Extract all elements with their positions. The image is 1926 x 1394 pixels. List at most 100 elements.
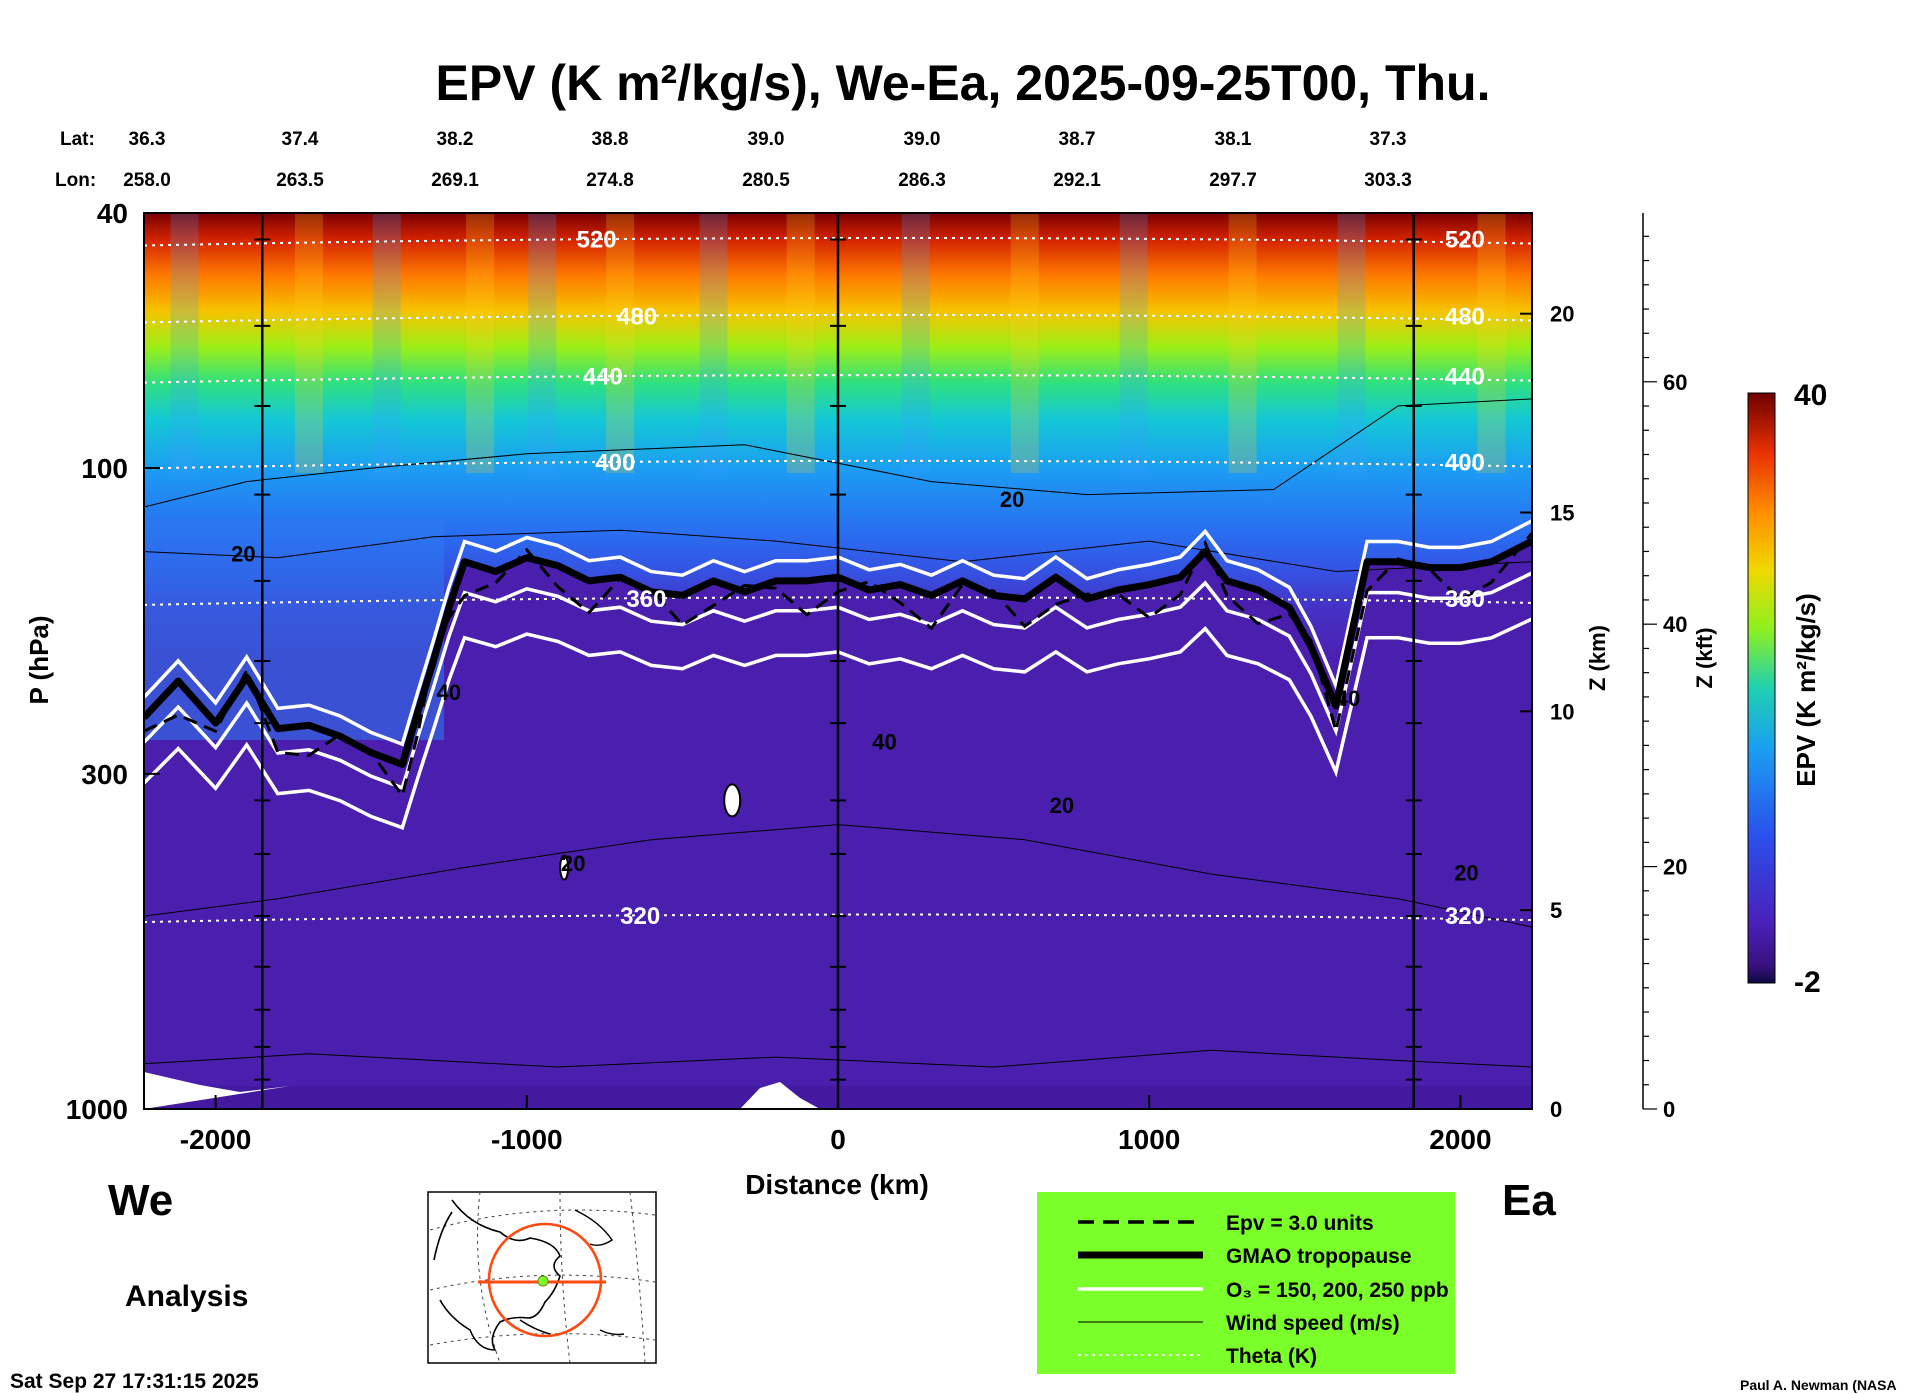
colorbar-min-label: -2: [1794, 966, 1821, 999]
theta-label: 360: [626, 586, 666, 613]
z-kft-axis: 0 20 40 60: [1642, 213, 1687, 1122]
x-axis-label: Distance (km): [745, 1169, 929, 1200]
lat-label: Lat:: [60, 129, 95, 150]
lon-value: 292.1: [1053, 170, 1101, 191]
analysis-label: Analysis: [125, 1280, 248, 1313]
epv-streak: [1119, 213, 1148, 473]
ozone-contour: [144, 519, 1532, 747]
epv-streak: [699, 213, 728, 473]
author-credit: Paul A. Newman (NASA: [1740, 1377, 1897, 1393]
lon-value: 303.3: [1364, 170, 1412, 191]
epv-streak: [170, 213, 199, 473]
wind-label: 20: [561, 851, 585, 876]
z-km-tick-label: 0: [1550, 1097, 1562, 1122]
lat-value: 38.8: [592, 129, 629, 150]
theta-label: 520: [577, 227, 617, 254]
theta-label-right: 400: [1445, 449, 1485, 476]
theta-label: 320: [620, 903, 660, 930]
wind-label: 20: [1454, 860, 1478, 885]
lon-value: 286.3: [898, 170, 946, 191]
x-tick-label: 0: [830, 1124, 846, 1155]
epv-streak: [1477, 213, 1506, 473]
z-kft-tick-label: 0: [1663, 1097, 1675, 1122]
colorbar: [1747, 392, 1776, 984]
y-tick-label: 300: [81, 759, 128, 790]
lon-value: 258.0: [123, 170, 171, 191]
legend-entry-tropopause: GMAO tropopause: [1226, 1245, 1412, 1268]
tropopause-line: [144, 537, 1532, 768]
epv-streak: [294, 213, 323, 473]
lat-value: 36.3: [129, 129, 166, 150]
wind-label: 20: [1000, 487, 1024, 512]
theta-label-right: 480: [1445, 303, 1485, 330]
z-kft-tick-label: 40: [1663, 612, 1687, 637]
z-kft-tick-label: 60: [1663, 370, 1687, 395]
lat-value: 39.0: [904, 129, 941, 150]
theta-labels: 520 520 480 480 440 440 400 400 360 360 320 320: [577, 227, 1485, 931]
locator-map: [427, 1191, 657, 1364]
legend-entry-ozone: O₃ = 150, 200, 250 ppb: [1226, 1279, 1449, 1302]
theta-label: 480: [617, 303, 657, 330]
ozone-contour: [144, 571, 1532, 791]
lat-value: 38.2: [437, 129, 474, 150]
vertical-reference-lines: [254, 213, 1422, 1109]
legend-entry-epv: Epv = 3.0 units: [1226, 1212, 1374, 1235]
z-km-axis-label: Z (km): [1585, 625, 1610, 691]
map-coastline-2: [574, 1209, 625, 1336]
z-km-tick-label: 5: [1550, 898, 1562, 923]
z-km-tick-label: 20: [1550, 302, 1574, 327]
lat-lon-labels: 36.3 37.4 38.2 38.8 39.0 39.0 38.7 38.1 37.3 258.…: [123, 129, 1412, 191]
terrain-mask: [740, 1082, 820, 1109]
wind-label: 40: [437, 680, 461, 705]
ozone-contours: [144, 519, 1532, 830]
wind-contour: [144, 529, 1532, 573]
theta-line: [144, 236, 1532, 247]
theta-label-right: 320: [1445, 903, 1485, 930]
map-center-marker: [537, 1275, 549, 1287]
map-range-circle: [487, 1222, 603, 1338]
lon-value: 263.5: [276, 170, 324, 191]
x-axis: -2000 -1000 0 1000 2000: [180, 1095, 1492, 1155]
epv-streak: [786, 213, 815, 473]
z-kft-tick-label: 20: [1663, 855, 1687, 880]
timestamp: Sat Sep 27 17:31:15 2025: [10, 1370, 259, 1393]
theta-line: [144, 374, 1532, 384]
epv-streak: [466, 213, 495, 473]
east-label: Ea: [1502, 1176, 1556, 1225]
theta-line: [144, 913, 1532, 924]
theta-label-right: 360: [1445, 586, 1485, 613]
lat-value: 37.4: [282, 129, 319, 150]
theta-label-right: 520: [1445, 227, 1485, 254]
y-tick-label: 100: [81, 453, 128, 484]
lon-value: 297.7: [1209, 170, 1257, 191]
chart-title: EPV (K m²/kg/s), We-Ea, 2025-09-25T00, T…: [436, 55, 1491, 111]
y-axis: 40 100 300 1000: [66, 198, 160, 1125]
lat-value: 38.7: [1059, 129, 1096, 150]
map-coastline: [433, 1199, 561, 1351]
tropopause-path: [144, 537, 1532, 768]
epv-anomaly-marker: [559, 854, 570, 881]
legend-entry-wind: Wind speed (m/s): [1226, 1312, 1400, 1335]
epv-streak: [528, 213, 557, 473]
wind-labels: 20 20 40 40 20 20 20 40: [231, 487, 1479, 886]
lat-value: 39.0: [748, 129, 785, 150]
z-km-axis: 0 5 10 15 20: [1520, 302, 1574, 1122]
plot-area: [144, 213, 1532, 1109]
z-km-tick-label: 10: [1550, 699, 1574, 724]
lat-value: 37.3: [1370, 129, 1407, 150]
theta-label-right: 440: [1445, 364, 1485, 391]
epv-streak: [1228, 213, 1257, 473]
z-km-tick-label: 15: [1550, 501, 1574, 526]
colorbar-label: EPV (K m²/kg/s): [1791, 593, 1821, 787]
epv-streak: [901, 213, 930, 473]
map-grid: [429, 1191, 656, 1364]
theta-line: [144, 596, 1532, 606]
z-kft-axis-label: Z (kft): [1692, 627, 1717, 688]
lon-value: 280.5: [742, 170, 790, 191]
x-tick-label: 2000: [1429, 1124, 1491, 1155]
colorbar-max-label: 40: [1794, 379, 1827, 412]
wind-label: 20: [231, 542, 255, 567]
epv-streak: [606, 213, 635, 473]
legend-entry-theta: Theta (K): [1226, 1345, 1317, 1368]
